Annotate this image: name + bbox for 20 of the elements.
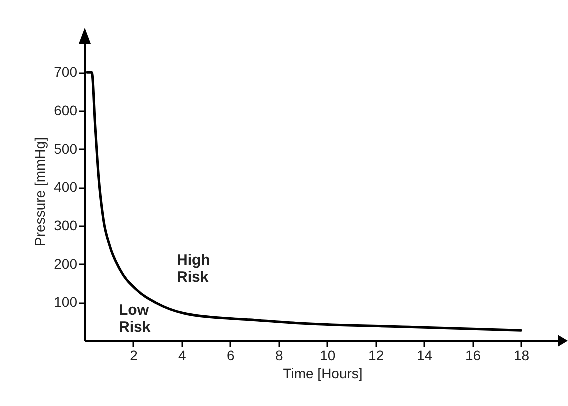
x-tick-label: 2: [130, 348, 138, 364]
y-tick-label: 600: [54, 102, 78, 118]
annotation: High Risk: [177, 252, 210, 286]
annotation: Low Risk: [119, 302, 152, 336]
x-tick-label: 10: [320, 348, 336, 364]
y-tick-label: 100: [54, 294, 78, 310]
x-tick-label: 4: [178, 348, 187, 364]
y-tick-label: 500: [54, 140, 78, 157]
y-tick-label: 300: [54, 218, 78, 234]
y-tick-label: 200: [54, 256, 78, 272]
x-tick-label: 16: [465, 348, 482, 364]
x-tick-label: 18: [514, 348, 530, 364]
y-axis-title: Pressure [mmHg]: [32, 138, 48, 246]
x-tick-label: 14: [416, 348, 433, 364]
x-axis-title: Time [Hours]: [283, 366, 363, 382]
x-tick-label: 12: [368, 348, 384, 364]
y-tick-label: 700: [54, 64, 78, 80]
x-tick-label: 8: [275, 348, 284, 364]
y-tick-label: 400: [54, 179, 78, 196]
x-tick-label: 6: [227, 348, 236, 364]
